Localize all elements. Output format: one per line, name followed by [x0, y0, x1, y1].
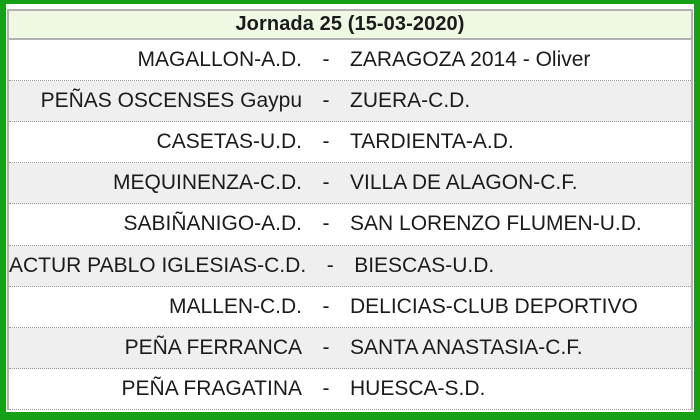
away-team: SANTA ANASTASIA-C.F. — [350, 335, 583, 359]
match-row: MALLEN-C.D. - DELICIAS-CLUB DEPORTIVO — [9, 286, 691, 328]
separator-dash: - — [322, 294, 330, 318]
separator-dash: - — [326, 253, 334, 277]
home-team: PEÑA FERRANCA — [124, 335, 302, 359]
match-row: MAGALLON-A.D. - ZARAGOZA 2014 - Oliver — [9, 40, 691, 82]
match-row: PEÑA FERRANCA - SANTA ANASTASIA-C.F. — [9, 327, 691, 369]
away-team: VILLA DE ALAGON-C.F. — [350, 171, 578, 195]
separator-dash: - — [322, 48, 330, 72]
matchday-header: Jornada 25 (15-03-2020) — [9, 11, 691, 40]
match-row: PEÑAS OSCENSES Gaypu - ZUERA-C.D. — [9, 81, 691, 123]
home-team: MEQUINENZA-C.D. — [113, 171, 302, 195]
home-team: CASETAS-U.D. — [156, 130, 302, 154]
separator-dash: - — [322, 89, 330, 113]
separator-dash: - — [322, 171, 330, 195]
separator-dash: - — [322, 335, 330, 359]
match-row: ACTUR PABLO IGLESIAS-C.D. - BIESCAS-U.D. — [9, 245, 691, 287]
away-team: BIESCAS-U.D. — [354, 253, 495, 277]
separator-dash: - — [322, 376, 330, 400]
home-team: MAGALLON-A.D. — [137, 48, 302, 72]
match-row: CASETAS-U.D. - TARDIENTA-A.D. — [9, 122, 691, 164]
home-team: SABIÑANIGO-A.D. — [123, 212, 302, 236]
match-row: PEÑA FRAGATINA - HUESCA-S.D. — [9, 368, 691, 410]
separator-dash: - — [322, 130, 330, 154]
away-team: DELICIAS-CLUB DEPORTIVO — [350, 294, 638, 318]
separator-dash: - — [322, 212, 330, 236]
home-team: ACTUR PABLO IGLESIAS-C.D. — [9, 253, 307, 277]
away-team: TARDIENTA-A.D. — [350, 130, 514, 154]
fixtures-table: Jornada 25 (15-03-2020) MAGALLON-A.D. - … — [7, 9, 693, 410]
away-team: SAN LORENZO FLUMEN-U.D. — [350, 212, 642, 236]
home-team: MALLEN-C.D. — [168, 294, 302, 318]
match-rows: MAGALLON-A.D. - ZARAGOZA 2014 - Oliver P… — [9, 40, 691, 410]
home-team: PEÑA FRAGATINA — [121, 376, 302, 400]
match-row: MEQUINENZA-C.D. - VILLA DE ALAGON-C.F. — [9, 163, 691, 205]
match-row: SABIÑANIGO-A.D. - SAN LORENZO FLUMEN-U.D… — [9, 204, 691, 246]
matchday-title: Jornada 25 (15-03-2020) — [235, 13, 465, 35]
away-team: ZUERA-C.D. — [350, 89, 471, 113]
away-team: ZARAGOZA 2014 - Oliver — [350, 48, 591, 72]
home-team: PEÑAS OSCENSES Gaypu — [40, 89, 302, 113]
away-team: HUESCA-S.D. — [350, 376, 486, 400]
